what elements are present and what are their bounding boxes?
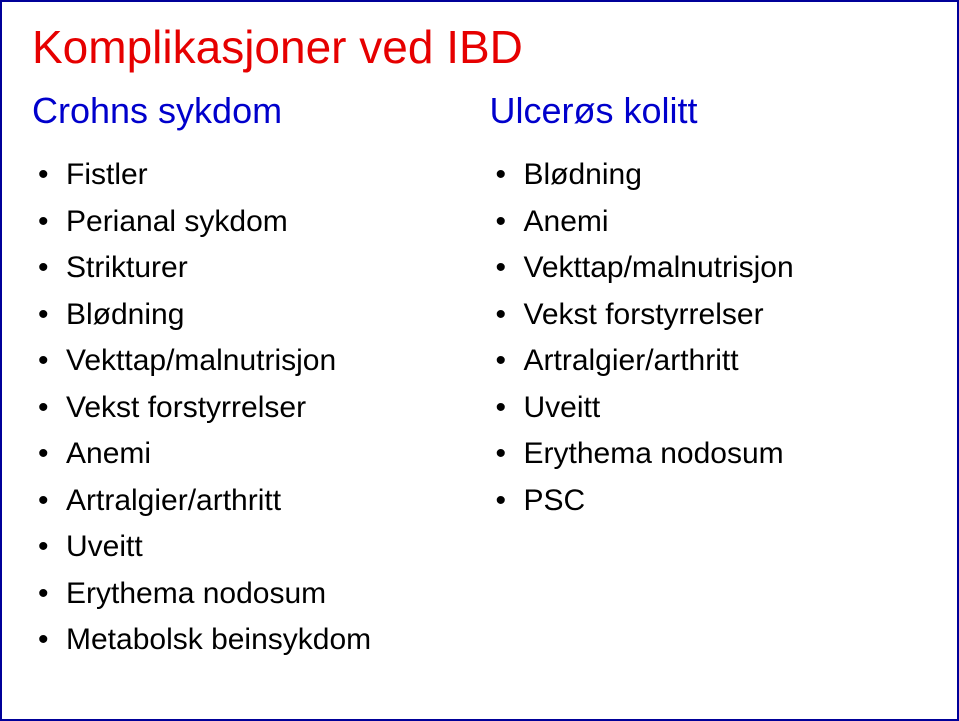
list-item: Vekttap/malnutrisjon xyxy=(490,245,928,292)
list-item: Metabolsk beinsykdom xyxy=(32,617,470,664)
right-column: Ulcerøs kolitt Blødning Anemi Vekttap/ma… xyxy=(480,91,928,664)
slide-title: Komplikasjoner ved IBD xyxy=(32,22,927,73)
list-item: Artralgier/arthritt xyxy=(32,478,470,525)
right-list: Blødning Anemi Vekttap/malnutrisjon Veks… xyxy=(490,152,928,524)
columns-container: Crohns sykdom Fistler Perianal sykdom St… xyxy=(32,91,927,664)
list-item: Uveitt xyxy=(490,385,928,432)
list-item: Fistler xyxy=(32,152,470,199)
right-heading: Ulcerøs kolitt xyxy=(490,91,928,131)
list-item: Blødning xyxy=(32,292,470,339)
left-column: Crohns sykdom Fistler Perianal sykdom St… xyxy=(32,91,480,664)
list-item: Strikturer xyxy=(32,245,470,292)
list-item: Erythema nodosum xyxy=(490,431,928,478)
list-item: Uveitt xyxy=(32,524,470,571)
list-item: PSC xyxy=(490,478,928,525)
list-item: Vekst forstyrrelser xyxy=(32,385,470,432)
slide: Komplikasjoner ved IBD Crohns sykdom Fis… xyxy=(0,0,959,721)
list-item: Blødning xyxy=(490,152,928,199)
list-item: Vekst forstyrrelser xyxy=(490,292,928,339)
list-item: Anemi xyxy=(32,431,470,478)
left-list: Fistler Perianal sykdom Strikturer Blødn… xyxy=(32,152,470,664)
left-heading: Crohns sykdom xyxy=(32,91,470,131)
list-item: Vekttap/malnutrisjon xyxy=(32,338,470,385)
list-item: Artralgier/arthritt xyxy=(490,338,928,385)
list-item: Perianal sykdom xyxy=(32,199,470,246)
list-item: Erythema nodosum xyxy=(32,571,470,618)
list-item: Anemi xyxy=(490,199,928,246)
